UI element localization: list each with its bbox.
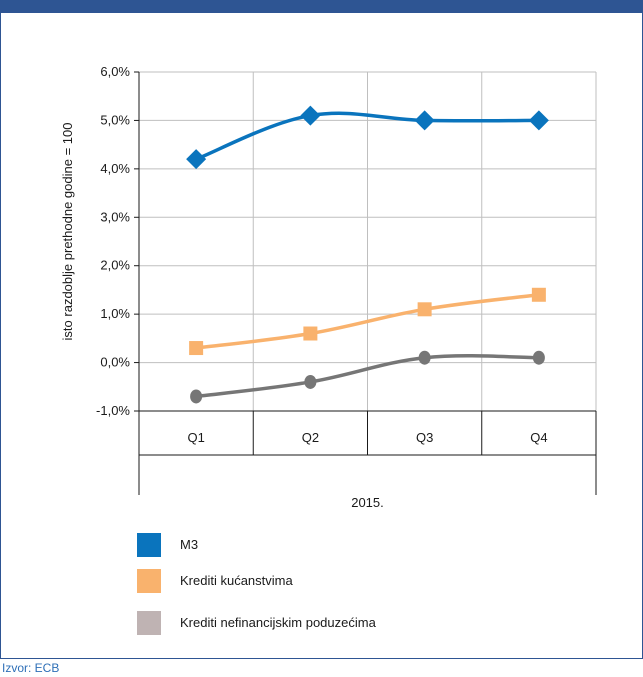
x-tick-label: Q3 <box>416 430 433 445</box>
marker-m3 <box>300 105 321 126</box>
y-tick-label: 2,0% <box>100 258 130 273</box>
marker-krediti-poduzecima <box>418 350 431 365</box>
marker-m3 <box>528 110 549 131</box>
y-tick-label: 6,0% <box>100 64 130 79</box>
marker-krediti-kucanstvima <box>303 326 318 341</box>
y-tick-label: 1,0% <box>100 306 130 321</box>
legend-swatch-krediti-kucanstvima <box>137 569 161 593</box>
legend-item-krediti-kucanstvima: Krediti kućanstvima <box>137 569 537 593</box>
x-tick-label: Q1 <box>187 430 204 445</box>
legend-label-krediti-poduzecima: Krediti nefinancijskim poduzećima <box>180 615 376 630</box>
y-tick-labels: -1,0% 0,0% 1,0% 2,0% 3,0% 4,0% 5,0% 6,0% <box>96 64 130 418</box>
legend-label-krediti-kucanstvima: Krediti kućanstvima <box>180 573 293 588</box>
y-tick-label: 5,0% <box>100 112 130 127</box>
marker-krediti-poduzecima <box>532 350 545 365</box>
series-line-m3 <box>195 111 539 161</box>
y-axis-label: isto razdoblje prethodne godine = 100 <box>60 123 75 341</box>
legend-swatch-m3 <box>137 533 161 557</box>
series-markers <box>186 105 549 404</box>
marker-krediti-kucanstvima <box>417 302 432 317</box>
header-bar <box>0 0 643 13</box>
gridlines <box>139 71 597 411</box>
x-tick-label: Q2 <box>302 430 319 445</box>
series-lines <box>195 111 540 399</box>
axes <box>134 71 597 495</box>
legend-swatch-krediti-poduzecima <box>137 611 161 635</box>
x-tick-label: Q4 <box>530 430 547 445</box>
y-tick-label: 3,0% <box>100 209 130 224</box>
marker-krediti-kucanstvima <box>189 341 204 356</box>
line-chart: -1,0% 0,0% 1,0% 2,0% 3,0% 4,0% 5,0% 6,0% Q1 Q2 Q3… <box>60 64 597 510</box>
marker-krediti-poduzecima <box>190 389 203 404</box>
legend-item-krediti-poduzecima: Krediti nefinancijskim poduzećima <box>137 611 537 635</box>
marker-krediti-poduzecima <box>304 374 317 389</box>
marker-m3 <box>186 149 207 170</box>
legend-label-m3: M3 <box>180 537 199 552</box>
legend-item-m3: M3 <box>137 533 537 557</box>
x-tick-labels: Q1 Q2 Q3 Q4 <box>187 430 547 445</box>
y-tick-label: 4,0% <box>100 161 130 176</box>
source-note: Izvor: ECB <box>2 661 60 675</box>
x-axis-label: 2015. <box>351 495 384 510</box>
series-line-krediti-poduzecima <box>195 354 539 399</box>
y-tick-label: -1,0% <box>96 403 130 418</box>
y-tick-label: 0,0% <box>100 355 130 370</box>
marker-krediti-kucanstvima <box>531 287 546 302</box>
series-line-krediti-kucanstvima <box>195 293 540 350</box>
marker-m3 <box>414 110 435 131</box>
